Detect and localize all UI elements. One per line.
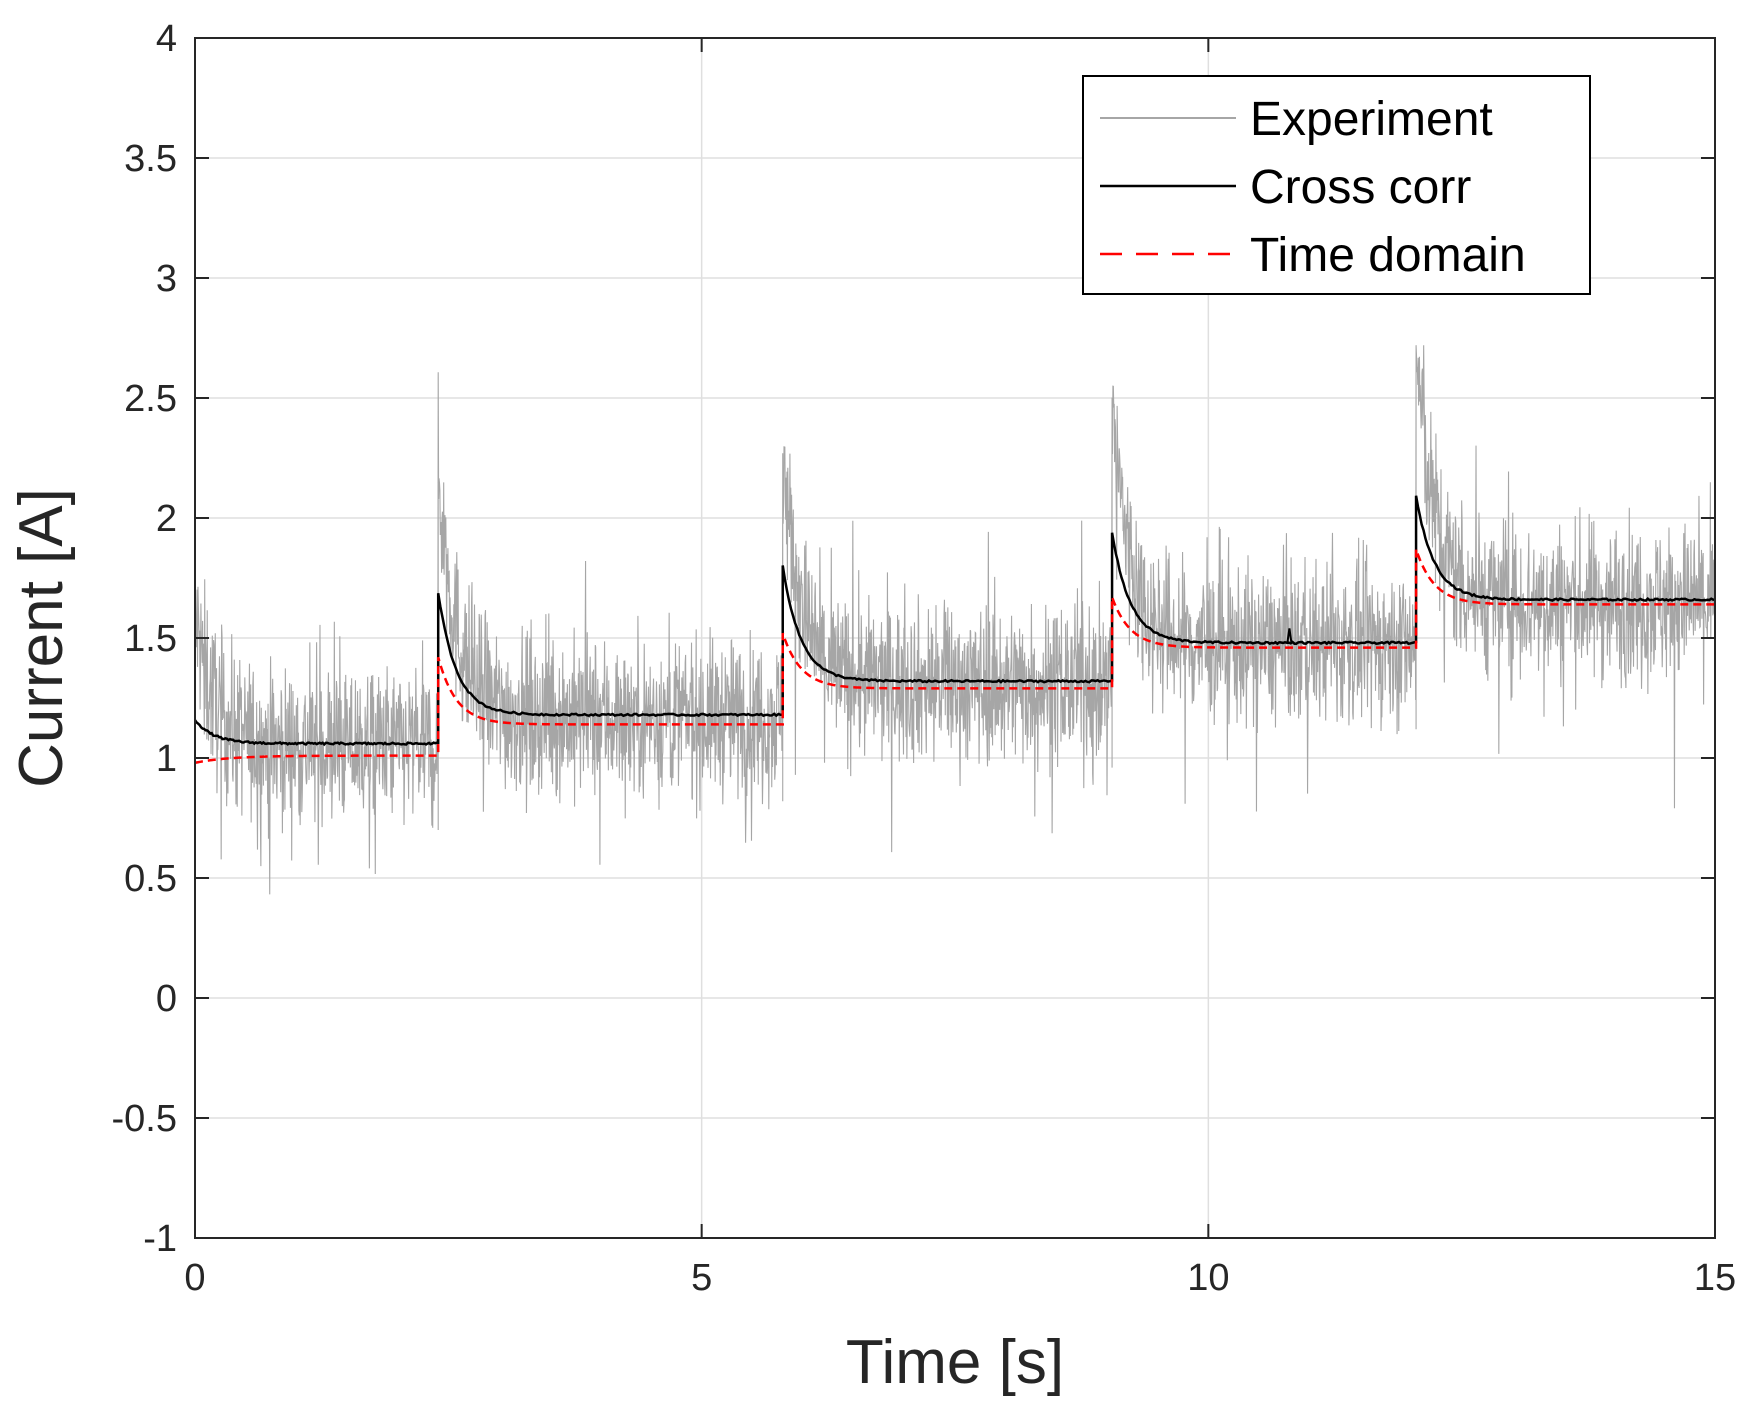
x-axis-title: Time [s]: [846, 1328, 1064, 1397]
ticks: [194, 37, 1716, 1239]
legend: Experiment Cross corr Time domain: [1082, 75, 1591, 295]
y-tick-label: 4: [156, 18, 177, 60]
y-tick-label: -0.5: [112, 1098, 177, 1140]
x-tick-label: 5: [691, 1257, 712, 1299]
y-axis-title: Current [A]: [7, 488, 76, 788]
legend-label-cross-corr: Cross corr: [1250, 161, 1471, 214]
y-tick-label: 1: [156, 738, 177, 780]
x-tick-label: 15: [1694, 1257, 1736, 1299]
y-tick-label: 2.5: [124, 378, 177, 420]
series-cross-corr: [193, 495, 1716, 747]
legend-label-time-domain: Time domain: [1250, 229, 1526, 282]
y-tick-label: 1.5: [124, 618, 177, 660]
x-tick-label: 0: [184, 1257, 205, 1299]
series-layer: [193, 345, 1716, 895]
y-tick-label: 0: [156, 978, 177, 1020]
tick-labels: 0 5 10 15 -1 -0.5 0 0.5 1 1.5 2 2.5 3 3.5 4: [112, 18, 1737, 1299]
y-tick-label: 2: [156, 498, 177, 540]
y-tick-label: 3: [156, 258, 177, 300]
y-tick-label: 3.5: [124, 138, 177, 180]
x-tick-label: 10: [1187, 1257, 1229, 1299]
y-tick-label: -1: [143, 1218, 177, 1260]
series-time-domain: [194, 548, 1715, 765]
series-cross-corr-glitch: [1286, 628, 1293, 643]
y-tick-label: 0.5: [124, 858, 177, 900]
legend-label-experiment: Experiment: [1250, 93, 1493, 146]
